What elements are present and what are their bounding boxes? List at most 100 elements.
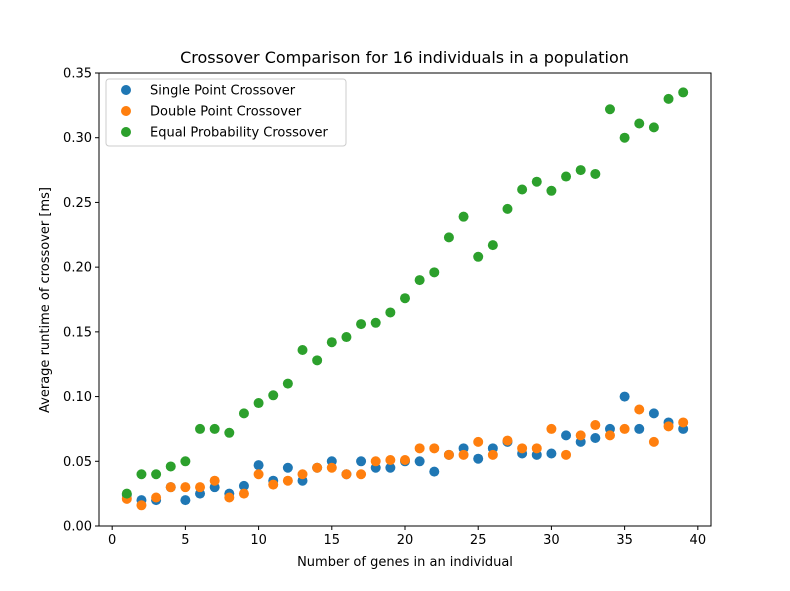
data-point xyxy=(224,427,235,438)
series-3 xyxy=(121,87,689,499)
data-point xyxy=(575,430,586,441)
data-point xyxy=(429,443,440,454)
data-point xyxy=(619,423,630,434)
data-point xyxy=(604,430,615,441)
data-point xyxy=(663,93,674,104)
x-axis: 0 5 10 15 20 25 30 35 40 xyxy=(108,526,706,548)
data-point xyxy=(429,267,440,278)
x-tick-label: 25 xyxy=(470,533,487,548)
data-point xyxy=(619,391,630,402)
data-point xyxy=(400,454,410,465)
y-tick-label: 0.10 xyxy=(63,390,92,405)
x-tick-label: 20 xyxy=(397,533,414,548)
data-point xyxy=(561,449,572,460)
data-point xyxy=(282,378,293,389)
data-point xyxy=(487,240,498,251)
data-point xyxy=(326,462,337,473)
data-point xyxy=(531,443,542,454)
data-point xyxy=(634,423,645,434)
data-point xyxy=(575,165,586,176)
data-point xyxy=(678,417,689,428)
data-points xyxy=(121,87,689,511)
data-point xyxy=(180,495,191,506)
data-point xyxy=(297,469,308,480)
y-tick-label: 0.00 xyxy=(63,520,92,535)
x-tick-label: 15 xyxy=(324,533,341,548)
data-point xyxy=(546,448,557,459)
data-point xyxy=(136,500,147,511)
data-point xyxy=(619,132,630,143)
data-point xyxy=(531,176,542,187)
data-point xyxy=(370,456,381,467)
data-point xyxy=(224,492,235,503)
data-point xyxy=(502,203,513,214)
data-point xyxy=(312,355,323,366)
data-point xyxy=(356,319,367,330)
data-point xyxy=(473,436,484,447)
data-point xyxy=(253,460,264,471)
data-point xyxy=(238,408,249,419)
data-point xyxy=(341,469,352,480)
data-point xyxy=(400,293,410,304)
data-point xyxy=(458,449,469,460)
data-point xyxy=(165,461,176,472)
legend-label: Equal Probability Crossover xyxy=(150,126,329,141)
data-point xyxy=(136,469,147,480)
x-tick-label: 30 xyxy=(543,533,560,548)
x-tick-label: 0 xyxy=(108,533,116,548)
legend-marker xyxy=(121,127,131,137)
data-point xyxy=(253,469,264,480)
y-axis-label: Average runtime of crossover [ms] xyxy=(38,187,53,413)
data-point xyxy=(356,456,367,467)
data-point xyxy=(238,480,249,491)
data-point xyxy=(385,454,396,465)
data-point xyxy=(370,317,381,328)
x-axis-label: Number of genes in an individual xyxy=(297,555,513,570)
y-tick-label: 0.30 xyxy=(63,131,92,146)
legend-marker xyxy=(121,85,131,95)
data-point xyxy=(546,185,557,196)
data-point xyxy=(648,122,659,133)
x-tick-label: 10 xyxy=(250,533,267,548)
data-point xyxy=(282,475,293,486)
data-point xyxy=(443,449,454,460)
data-point xyxy=(443,232,454,243)
legend-marker xyxy=(121,106,131,116)
data-point xyxy=(297,344,308,355)
x-tick-label: 40 xyxy=(690,533,707,548)
legend-box xyxy=(105,78,347,147)
data-point xyxy=(458,211,469,222)
y-tick-label: 0.15 xyxy=(63,325,92,340)
data-point xyxy=(604,104,615,115)
data-point xyxy=(180,482,191,493)
data-point xyxy=(209,475,220,486)
y-tick-label: 0.25 xyxy=(63,196,92,211)
data-point xyxy=(151,492,162,503)
data-point xyxy=(312,462,323,473)
data-point xyxy=(385,307,396,318)
data-point xyxy=(590,420,601,431)
data-point xyxy=(414,275,425,286)
data-point xyxy=(180,456,191,467)
legend-label: Single Point Crossover xyxy=(150,84,296,99)
data-point xyxy=(590,168,601,179)
axes-frame xyxy=(98,72,712,527)
data-point xyxy=(414,456,425,467)
data-point xyxy=(502,435,513,446)
y-axis: 0.00 0.05 0.10 0.15 0.20 0.25 0.30 0.35 xyxy=(63,67,99,535)
series-2 xyxy=(121,404,689,511)
data-point xyxy=(561,430,572,441)
data-point xyxy=(238,488,249,499)
data-point xyxy=(165,482,176,493)
data-point xyxy=(634,404,645,415)
data-point xyxy=(473,453,484,464)
data-point xyxy=(663,421,674,432)
data-point xyxy=(561,171,572,182)
chart-title: Crossover Comparison for 16 individuals … xyxy=(180,48,629,67)
data-point xyxy=(385,462,396,473)
data-point xyxy=(473,251,484,262)
data-point xyxy=(590,432,601,443)
data-point xyxy=(648,436,659,447)
data-point xyxy=(648,408,659,419)
